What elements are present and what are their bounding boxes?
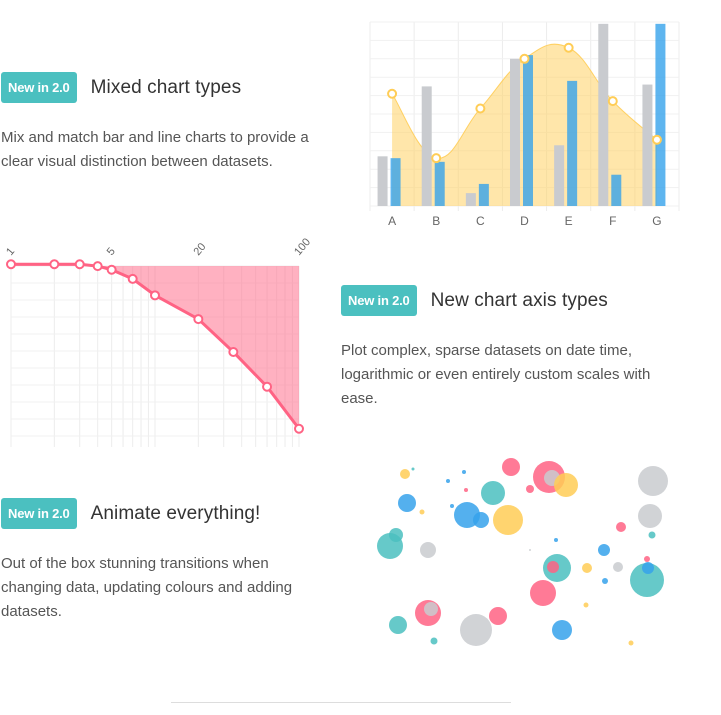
bubble <box>602 578 608 584</box>
line-point <box>193 314 204 325</box>
bubble <box>526 485 534 493</box>
bubble <box>530 580 556 606</box>
bubble <box>493 505 523 535</box>
feature-title: Animate everything! <box>90 502 261 524</box>
line-point <box>127 273 138 284</box>
feature-header: New in 2.0 New chart axis types <box>341 285 681 316</box>
line-point <box>563 42 574 53</box>
bar <box>655 23 666 207</box>
bubble <box>464 488 468 492</box>
bubble <box>430 637 438 645</box>
bubble <box>638 504 662 528</box>
x-tick-label: F <box>609 214 616 228</box>
bubble <box>462 470 466 474</box>
bubble <box>582 563 592 573</box>
line-point <box>431 153 442 164</box>
bar <box>598 23 609 207</box>
feature-title: New chart axis types <box>430 289 608 311</box>
line-point <box>475 103 486 114</box>
feature-header: New in 2.0 Mixed chart types <box>1 72 331 103</box>
line-point <box>228 346 239 357</box>
line-point <box>519 53 530 64</box>
bubble <box>644 556 650 562</box>
line-point <box>106 264 117 275</box>
x-tick-label: G <box>652 214 661 228</box>
x-tick-label: E <box>565 214 573 228</box>
bubble <box>398 494 416 512</box>
bubble <box>450 504 454 508</box>
line-point <box>262 381 273 392</box>
bubble <box>460 614 492 646</box>
bubble <box>628 640 634 646</box>
bar <box>377 156 388 206</box>
bubble <box>598 544 610 556</box>
bubble <box>642 562 654 574</box>
bar <box>642 84 653 206</box>
feature-title: Mixed chart types <box>90 76 242 98</box>
bubble <box>377 533 403 559</box>
bubble <box>529 549 531 551</box>
bubble <box>502 458 520 476</box>
bubble <box>583 602 589 608</box>
bubble <box>554 473 578 497</box>
line-point <box>49 259 60 270</box>
bubble <box>554 538 558 542</box>
feature-animate-everything: New in 2.0 Animate everything! Out of th… <box>1 498 331 624</box>
feature-description: Mix and match bar and line charts to pro… <box>1 129 309 170</box>
bubble <box>613 562 623 572</box>
line-point <box>150 290 160 301</box>
line-point <box>607 96 618 107</box>
bar <box>478 183 489 206</box>
feature-description: Out of the box stunning transitions when… <box>1 555 293 620</box>
bubble <box>446 479 450 483</box>
bubble <box>420 542 436 558</box>
feature-mixed-chart-types: New in 2.0 Mixed chart types Mix and mat… <box>1 72 331 174</box>
bubble <box>389 616 407 634</box>
feature-description: Plot complex, sparse datasets on date ti… <box>341 342 651 407</box>
line-point <box>387 88 398 99</box>
bar <box>510 58 520 206</box>
x-tick-label: B <box>432 214 440 228</box>
bar <box>567 80 578 206</box>
line-point <box>74 259 85 270</box>
new-badge: New in 2.0 <box>1 72 77 103</box>
feature-header: New in 2.0 Animate everything! <box>1 498 331 529</box>
bar <box>465 193 476 206</box>
bar <box>421 86 432 206</box>
bar <box>434 161 445 206</box>
bubble <box>547 561 559 573</box>
bar <box>611 174 622 206</box>
bubble <box>481 481 505 505</box>
bubble <box>489 607 507 625</box>
footer-divider <box>171 702 511 703</box>
bubble <box>648 531 656 539</box>
bar <box>554 145 565 206</box>
bar <box>390 158 401 206</box>
line-point <box>294 423 304 434</box>
new-badge: New in 2.0 <box>341 285 417 316</box>
bubble <box>638 466 668 496</box>
bubble <box>616 522 626 532</box>
x-tick-label: C <box>476 214 485 228</box>
new-badge: New in 2.0 <box>1 498 77 529</box>
x-tick-label: A <box>388 214 396 228</box>
line-point <box>6 259 16 270</box>
bubble <box>411 467 415 471</box>
line-point <box>651 134 662 145</box>
feature-new-chart-axis-types: New in 2.0 New chart axis types Plot com… <box>341 285 681 411</box>
bubble <box>419 509 425 515</box>
bar <box>523 55 533 207</box>
bubble <box>400 469 410 479</box>
x-tick-label: D <box>520 214 529 228</box>
bubble <box>552 620 572 640</box>
line-point <box>92 261 103 272</box>
bubble <box>630 563 664 597</box>
bubble <box>473 512 489 528</box>
area-fill <box>11 264 299 429</box>
bubble <box>424 602 438 616</box>
